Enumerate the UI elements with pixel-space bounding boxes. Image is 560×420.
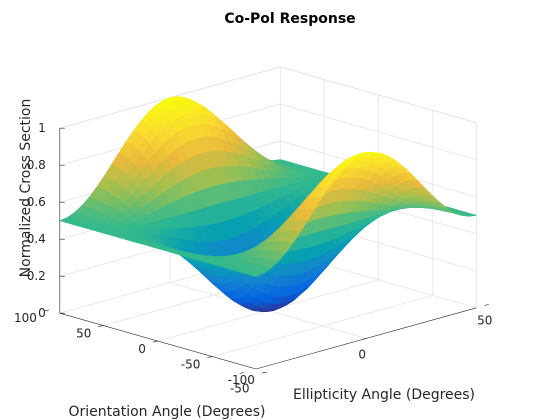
y-tick-label: -100	[228, 373, 255, 387]
y-tick-mark	[152, 340, 158, 343]
x-tick-mark	[484, 304, 489, 306]
z-tick-label: 1	[38, 121, 46, 135]
z-tick-label: 0.8	[27, 158, 46, 172]
surface-mesh	[58, 96, 477, 313]
z-tick-label: 0.4	[27, 232, 46, 246]
x-tick-mark	[239, 372, 244, 374]
y-tick-mark	[261, 371, 267, 374]
y-tick-label: 0	[138, 342, 146, 356]
z-tick-label: 0.6	[27, 195, 46, 209]
x-tick-mark	[362, 338, 367, 340]
z-axis-label: Normalized Cross Section	[18, 99, 34, 278]
y-tick-mark	[98, 325, 104, 327]
y-axis-label: Orientation Angle (Degrees)	[69, 404, 266, 420]
x-tick-label: -50	[230, 381, 250, 395]
x-tick-label: 0	[358, 347, 366, 361]
chart-title: Co-Pol Response	[224, 11, 355, 27]
y-tick-label: 100	[14, 311, 37, 325]
y-tick-label: -50	[181, 358, 201, 372]
y-tick-mark	[207, 356, 213, 358]
grid-line	[212, 295, 433, 357]
y-tick-label: 50	[76, 327, 91, 341]
z-tick-label: 0.2	[27, 269, 46, 283]
x-axis-label: Ellipticity Angle (Degrees)	[293, 387, 475, 403]
z-tick-label: 0	[38, 306, 46, 320]
grid-line	[280, 66, 477, 124]
y-tick-mark	[43, 309, 49, 312]
x-tick-label: 50	[477, 313, 492, 327]
surface-patch	[249, 271, 265, 277]
